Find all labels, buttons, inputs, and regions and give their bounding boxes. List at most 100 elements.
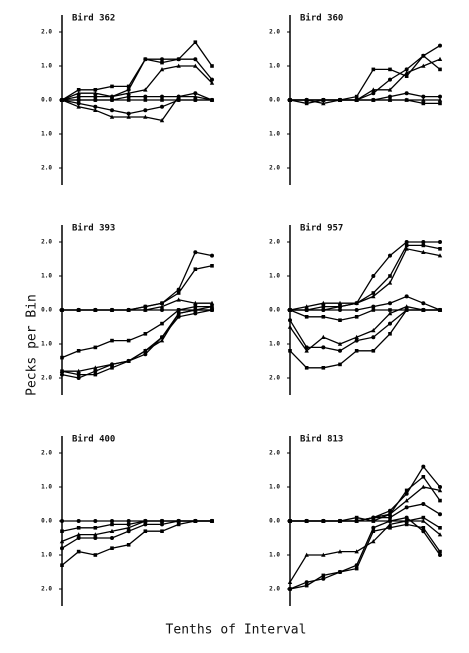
y-tick-label: 1.0 — [269, 273, 280, 280]
marker — [404, 70, 409, 75]
marker — [210, 64, 214, 68]
marker — [371, 274, 376, 278]
marker — [143, 304, 148, 309]
series-line — [290, 244, 441, 311]
marker — [421, 94, 426, 99]
marker — [438, 512, 442, 517]
marker — [421, 515, 426, 520]
marker — [354, 566, 359, 571]
series-line — [289, 248, 441, 311]
marker — [338, 570, 342, 574]
marker — [321, 300, 326, 305]
marker — [93, 536, 98, 540]
marker — [421, 301, 426, 306]
marker — [288, 349, 292, 353]
marker — [321, 345, 326, 350]
marker — [338, 318, 342, 322]
marker — [143, 332, 148, 336]
y-tick-label: 0.0 — [41, 518, 52, 525]
marker — [93, 94, 98, 99]
marker — [288, 318, 292, 323]
marker — [404, 74, 409, 78]
marker — [93, 90, 98, 95]
marker — [110, 84, 114, 89]
marker — [421, 54, 426, 58]
series-line — [289, 305, 440, 352]
marker — [159, 304, 165, 309]
panel-title: Bird 362 — [72, 13, 115, 24]
marker — [404, 515, 409, 520]
marker — [304, 345, 309, 350]
marker — [76, 88, 81, 92]
y-tick-label: 2.0 — [41, 586, 52, 593]
marker — [304, 315, 309, 319]
marker — [421, 518, 426, 523]
series-line — [290, 465, 441, 522]
marker — [210, 98, 214, 102]
x-axis-label: Tenths of Interval — [166, 623, 307, 638]
marker — [143, 94, 148, 99]
marker — [421, 475, 426, 479]
y-tick-label: 1.0 — [41, 552, 52, 559]
marker — [421, 308, 426, 312]
marker — [421, 63, 426, 68]
marker — [437, 97, 443, 102]
marker — [287, 324, 293, 329]
series-line — [290, 45, 441, 101]
marker — [388, 94, 392, 99]
y-tick-label: 2.0 — [269, 239, 280, 246]
marker — [159, 118, 165, 123]
series-line — [61, 41, 213, 101]
y-axis-label: Pecks per Bin — [25, 294, 40, 396]
marker — [337, 549, 343, 554]
y-tick-label: 0.0 — [269, 307, 280, 314]
series-line — [61, 99, 212, 115]
marker — [288, 519, 292, 523]
marker — [93, 88, 98, 92]
marker — [388, 67, 392, 72]
panel-title: Bird 400 — [72, 434, 115, 445]
marker — [321, 304, 326, 309]
marker — [421, 464, 426, 469]
marker — [193, 250, 198, 255]
marker — [388, 274, 392, 278]
series-line — [290, 486, 441, 522]
marker — [110, 108, 114, 113]
marker — [160, 308, 164, 312]
marker — [371, 97, 376, 102]
marker — [371, 529, 376, 533]
marker — [126, 90, 131, 95]
marker — [371, 308, 376, 312]
series-line — [290, 516, 441, 529]
marker — [321, 552, 326, 557]
marker — [193, 267, 198, 271]
marker — [371, 519, 376, 523]
y-tick-label: 1.0 — [269, 552, 280, 559]
marker — [76, 368, 81, 373]
marker — [126, 87, 131, 92]
marker — [404, 498, 409, 503]
marker — [338, 348, 342, 353]
series-line — [289, 309, 440, 321]
marker — [176, 311, 181, 316]
marker — [371, 294, 376, 299]
y-tick-label: 2.0 — [41, 29, 52, 36]
y-tick-label: 0.0 — [269, 97, 280, 104]
marker — [93, 345, 98, 350]
marker — [126, 308, 131, 312]
marker — [160, 335, 164, 339]
marker — [159, 518, 165, 523]
marker — [159, 67, 165, 72]
marker — [371, 349, 376, 353]
marker — [176, 291, 181, 295]
marker — [159, 338, 165, 343]
marker — [354, 300, 359, 305]
series-line — [290, 295, 441, 311]
y-tick-label: 2.0 — [41, 165, 52, 172]
marker — [193, 91, 198, 96]
marker — [160, 104, 164, 109]
marker — [60, 308, 64, 312]
marker — [354, 334, 359, 339]
